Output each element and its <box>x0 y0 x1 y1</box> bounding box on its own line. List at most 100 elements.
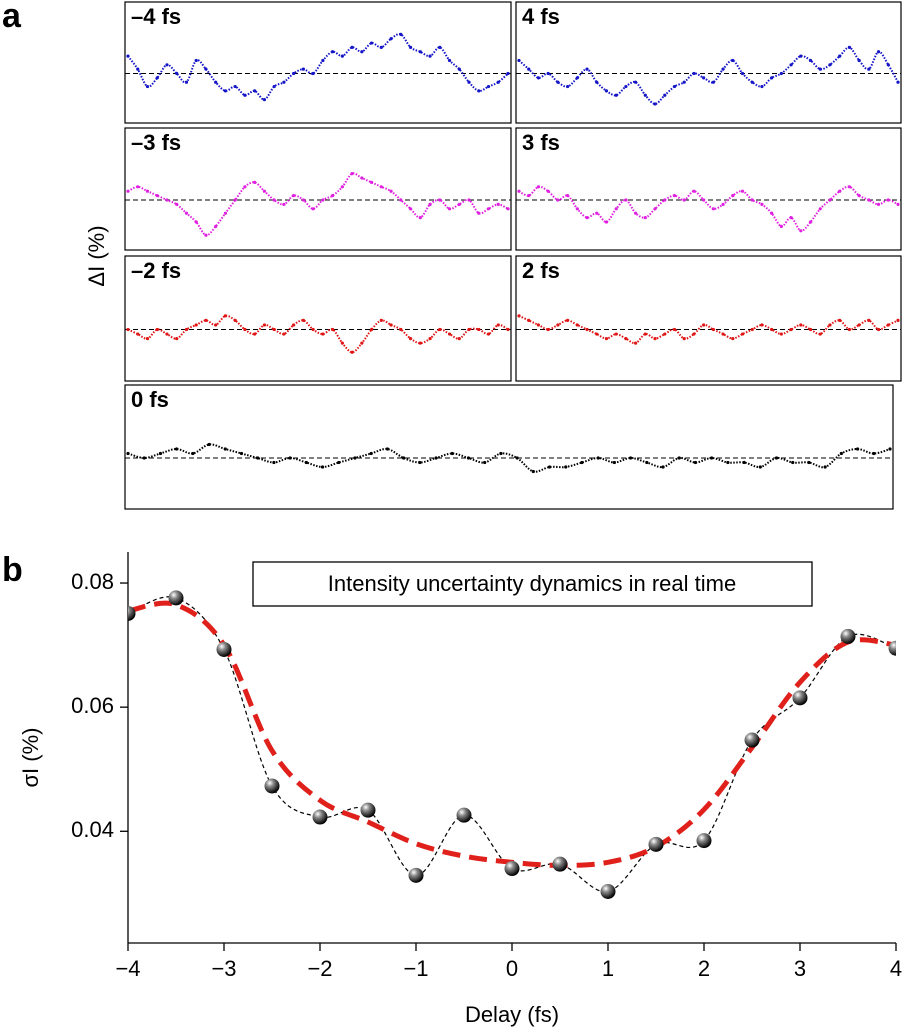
trace-point <box>643 216 647 220</box>
trace-point <box>731 337 735 341</box>
trace-point <box>331 50 335 54</box>
trace-point <box>750 198 754 202</box>
trace-point <box>710 456 714 460</box>
trace-point <box>750 80 754 84</box>
trace-point <box>886 63 890 67</box>
trace-point <box>402 456 406 460</box>
panel-label: a <box>2 0 22 35</box>
trace-point <box>546 189 550 193</box>
trace-point <box>204 233 208 237</box>
trace-point <box>379 318 383 322</box>
trace-point <box>807 460 811 465</box>
panel-frame <box>124 127 512 251</box>
trace-point <box>155 194 159 198</box>
trace-point <box>165 332 169 336</box>
trace-point <box>304 460 308 465</box>
trace-point <box>838 54 842 58</box>
trace-point <box>389 189 393 193</box>
trace-point <box>585 327 589 332</box>
trace-point <box>496 323 500 327</box>
trace-point <box>774 456 779 460</box>
trace-point <box>808 327 813 332</box>
trace-point <box>682 80 686 84</box>
trace-point <box>311 207 315 211</box>
trace-point <box>682 337 686 341</box>
x-tick-label: 1 <box>602 956 614 981</box>
trace-point <box>770 76 774 80</box>
trace-point <box>321 58 325 63</box>
trace-point <box>779 332 783 336</box>
trace-point <box>564 465 568 469</box>
trace-point <box>292 323 296 327</box>
trace-point <box>301 67 305 71</box>
trace-point <box>321 198 325 202</box>
trace-point <box>702 76 706 80</box>
trace-point <box>204 67 208 71</box>
trace-point <box>624 84 628 89</box>
trace-point <box>643 93 647 97</box>
trace-point <box>126 54 130 58</box>
trace-point <box>847 45 852 50</box>
trace-point <box>758 465 762 469</box>
trace-point <box>614 332 618 336</box>
trace-point <box>379 45 383 50</box>
trace-point <box>379 185 383 189</box>
trace-point <box>721 202 725 206</box>
trace-point <box>204 318 208 322</box>
trace-point <box>818 67 822 71</box>
trace-point <box>165 63 169 67</box>
trace-point <box>799 323 803 327</box>
trace-point <box>799 229 803 233</box>
trace-point <box>223 211 228 215</box>
trace-point <box>614 93 618 97</box>
trace-point <box>340 185 344 189</box>
trace-point <box>838 318 842 322</box>
trace-point <box>331 327 335 332</box>
data-point <box>504 861 520 877</box>
trace-point <box>477 327 481 332</box>
trace-point <box>604 220 609 224</box>
trace-point <box>536 323 541 327</box>
trace-point <box>731 58 735 63</box>
trace-point <box>547 465 552 469</box>
trace-point <box>243 185 247 189</box>
trace-point <box>692 332 696 336</box>
trace-point <box>399 198 403 202</box>
trace-point <box>672 84 677 89</box>
trace-point <box>288 456 292 460</box>
trace-point <box>886 323 890 327</box>
trace-point <box>818 332 822 336</box>
trace-point <box>653 207 657 211</box>
trace-point <box>536 76 541 80</box>
trace-point <box>369 41 374 45</box>
trace-point <box>145 337 150 341</box>
panel-label: b <box>2 551 23 589</box>
trace-point <box>808 220 813 224</box>
trace-point <box>847 185 852 189</box>
trace-point <box>779 224 783 228</box>
x-tick-label: −2 <box>307 956 332 981</box>
trace-point <box>896 202 900 206</box>
trace-point <box>243 93 247 97</box>
trace-point <box>612 460 616 465</box>
data-point <box>696 833 712 849</box>
trace-point <box>857 323 861 327</box>
x-tick-label: −3 <box>211 956 236 981</box>
trace-point <box>126 189 130 193</box>
trace-point <box>175 337 179 341</box>
trace-point <box>184 211 189 215</box>
trace-point <box>428 337 432 341</box>
trace-point <box>253 89 257 93</box>
trace-point <box>428 54 432 58</box>
data-point <box>744 732 760 748</box>
trace-point <box>350 45 354 50</box>
trace-point <box>311 327 315 332</box>
trace-point <box>517 314 521 318</box>
trace-point <box>337 460 341 465</box>
trace-point <box>556 80 560 84</box>
x-tick-label: 3 <box>794 956 806 981</box>
trace-point <box>340 341 344 345</box>
trace-point <box>136 332 140 336</box>
panel-title: 0 fs <box>131 387 169 412</box>
trace-point <box>872 451 876 456</box>
